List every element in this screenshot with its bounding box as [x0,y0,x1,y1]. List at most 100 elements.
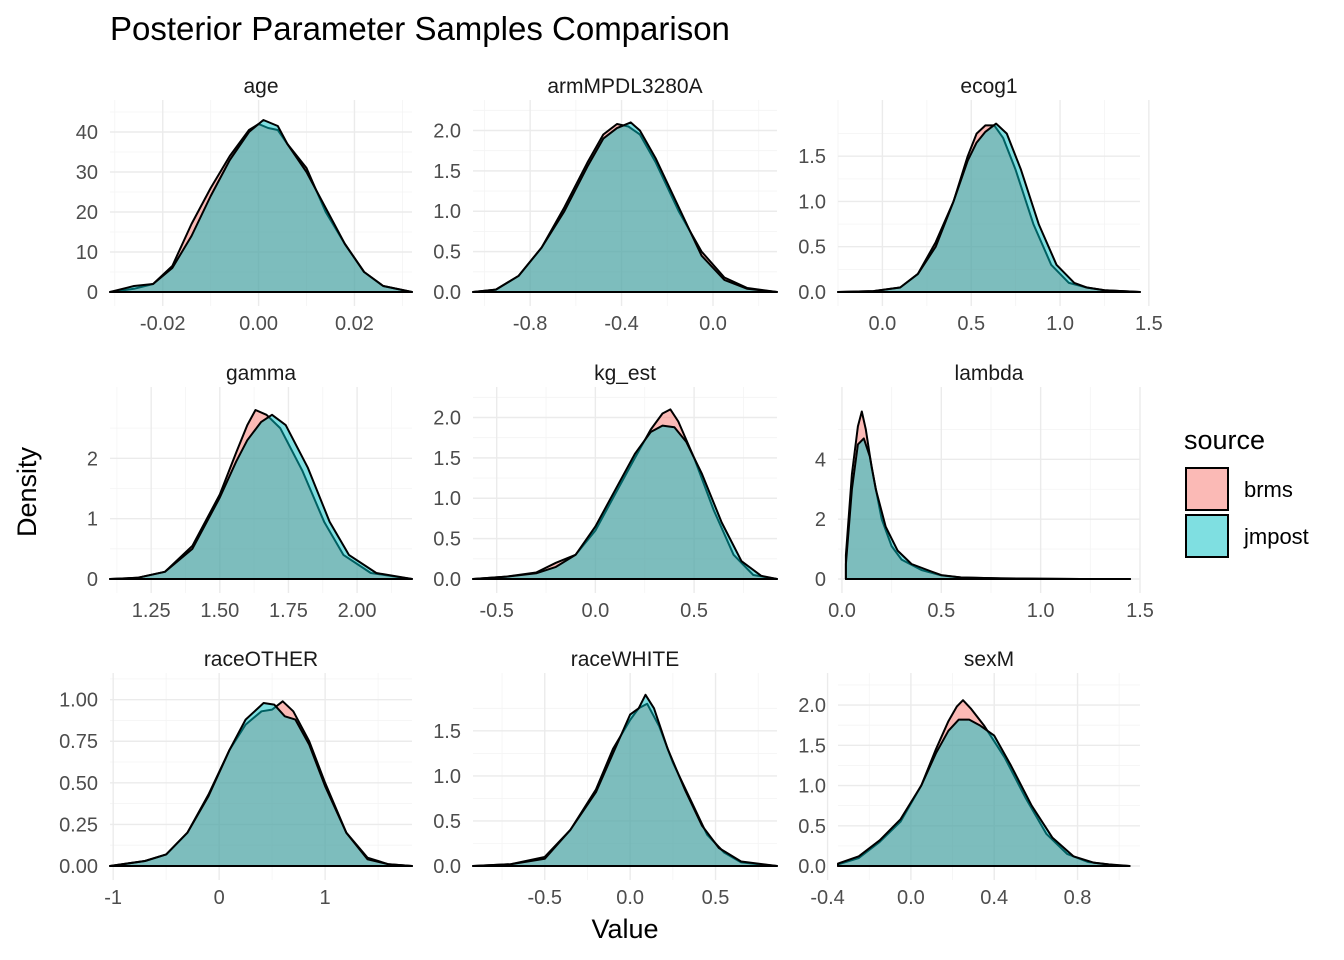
y-tick-label: 1.5 [798,146,826,168]
y-tick-label: 4 [815,449,826,471]
x-tick-label: -0.5 [479,600,513,622]
panel-gamma: gamma 1.25 1.50 1.75 2.00 0 1 2 [87,362,413,622]
x-tick-label: 0.5 [927,600,955,622]
x-tick-label: 0.5 [957,313,985,335]
y-tick-label: 0.25 [59,814,98,836]
y-tick-label: 0.5 [433,529,461,551]
strip-label-gamma: gamma [226,362,296,385]
y-tick-label: 0.5 [433,242,461,264]
density-jmpost-lambda [844,437,1132,580]
x-tick-label: 0.02 [335,313,374,335]
x-tick-label: -0.5 [527,887,561,909]
legend-key-jmpost [1185,514,1229,558]
y-tick-label: 0.5 [798,816,826,838]
density-jmpost-sexm [837,718,1131,867]
y-tick-label: 30 [76,162,98,184]
y-tick-label: 2 [815,509,826,531]
legend: source brms jmpost [1184,425,1309,558]
y-tick-label: 0.5 [433,811,461,833]
legend-label-jmpost: jmpost [1243,524,1309,549]
y-tick-label: 40 [76,122,98,144]
x-tick-label: 0.5 [680,600,708,622]
x-tick-label: 1.75 [269,600,308,622]
y-axis-title: Density [12,446,42,537]
y-tick-label: 0.00 [59,856,98,878]
density-jmpost-armmpdl3280a [472,121,778,293]
y-tick-label: 1.5 [433,721,461,743]
x-tick-label: -0.4 [810,887,844,909]
x-tick-label: 0.0 [699,313,727,335]
x-tick-label: 2.00 [338,600,377,622]
panel-kg-est: kg_est -0.5 0.0 0.5 0.0 0.5 1.0 1.5 2.0 [433,362,778,622]
x-tick-label: 1.50 [200,600,239,622]
strip-label-armmpdl3280a: armMPDL3280A [547,75,702,98]
x-tick-label: 0 [214,887,225,909]
x-tick-label: 0.0 [869,313,897,335]
x-tick-label: 1.5 [1135,313,1163,335]
y-tick-label: 0.0 [433,856,461,878]
y-tick-label: 1.00 [59,690,98,712]
y-tick-label: 0 [87,569,98,591]
y-tick-label: 0.0 [433,569,461,591]
panel-raceother: raceOTHER -1 0 1 0.00 0.25 0.50 0.75 1.00 [59,648,413,909]
y-tick-label: 2.0 [433,407,461,429]
strip-label-kg-est: kg_est [594,362,656,385]
x-tick-label: -0.02 [140,313,186,335]
strip-label-sexm: sexM [964,648,1014,671]
panel-age: age -0.02 0.00 0.02 0 10 20 30 40 [76,75,413,335]
panel-ecog1: ecog1 0.0 0.5 1.0 1.5 0.0 0.5 1.0 1.5 [798,75,1163,335]
legend-key-brms [1185,467,1229,511]
y-tick-label: 1.5 [798,735,826,757]
strip-label-lambda: lambda [955,362,1024,385]
y-tick-label: 0.5 [798,237,826,259]
density-jmpost-age [109,119,413,293]
x-tick-label: -0.8 [513,313,547,335]
y-tick-label: 0 [815,569,826,591]
panel-armmpdl3280a: armMPDL3280A -0.8 -0.4 0.0 0.0 0.5 1.0 1.5 2.0 [433,75,778,335]
chart-title: Posterior Parameter Samples Comparison [110,10,730,47]
strip-label-racewhite: raceWHITE [571,648,680,671]
strip-label-raceother: raceOTHER [204,648,318,671]
density-jmpost-gamma [109,413,413,580]
strip-label-age: age [243,75,278,98]
y-tick-label: 0 [87,282,98,304]
y-tick-label: 1.0 [433,201,461,223]
x-tick-label: 0.0 [581,600,609,622]
x-tick-label: 0.00 [239,313,278,335]
legend-label-brms: brms [1244,477,1293,502]
y-tick-label: 1.5 [433,448,461,470]
y-tick-label: 0.0 [798,282,826,304]
y-tick-label: 0.0 [433,282,461,304]
x-tick-label: 1.0 [1046,313,1074,335]
y-tick-label: 1.0 [433,488,461,510]
y-tick-label: 1.0 [798,776,826,798]
strip-label-ecog1: ecog1 [960,75,1017,98]
y-tick-label: 1.0 [433,766,461,788]
x-tick-label: 1.25 [132,600,171,622]
x-tick-label: 0.0 [897,887,925,909]
panels: age-0.02 0.00 0.02010203040armMPDL3280A-0.… [59,75,1163,909]
y-tick-label: 1 [87,509,98,531]
x-tick-label: 0.0 [828,600,856,622]
density-jmpost-kg-est [472,424,778,580]
y-tick-label: 1.0 [798,191,826,213]
x-axis-title: Value [591,914,658,944]
y-tick-label: 0.75 [59,731,98,753]
y-tick-label: 2.0 [433,120,461,142]
y-tick-label: 2 [87,448,98,470]
y-tick-label: 1.5 [433,161,461,183]
x-tick-label: 1 [320,887,331,909]
x-tick-label: -1 [104,887,122,909]
panel-racewhite: raceWHITE -0.5 0.0 0.5 0.0 0.5 1.0 1.5 [433,648,778,909]
x-tick-label: 0.5 [702,887,730,909]
y-tick-label: 0.50 [59,773,98,795]
x-tick-label: 0.4 [980,887,1008,909]
x-tick-label: 0.8 [1064,887,1092,909]
y-tick-label: 10 [76,242,98,264]
y-tick-label: 0.0 [798,856,826,878]
x-tick-label: 0.0 [616,887,644,909]
x-tick-label: 1.0 [1027,600,1055,622]
y-tick-label: 20 [76,202,98,224]
x-tick-label: -0.4 [604,313,638,335]
